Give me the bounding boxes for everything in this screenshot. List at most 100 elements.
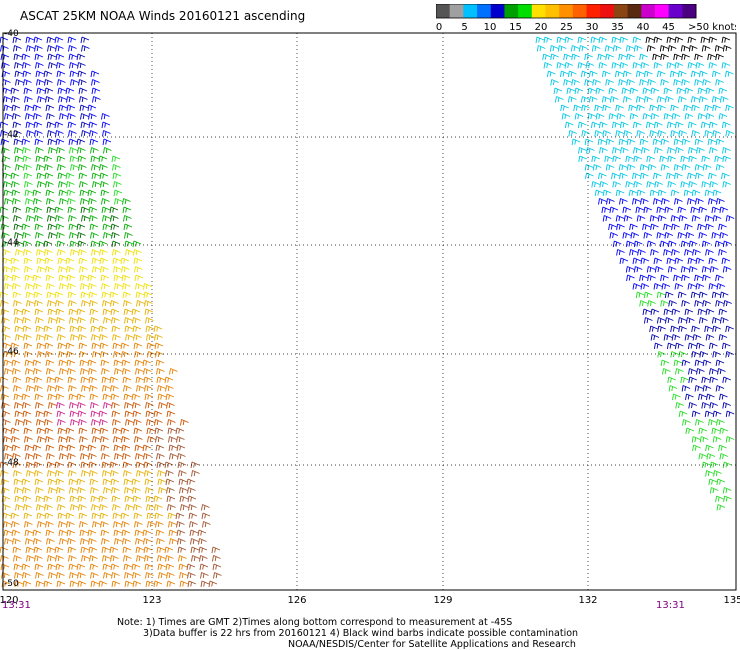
wind-barb: [132, 325, 142, 333]
wind-barb-stroke: [700, 121, 710, 129]
wind-barb: [46, 368, 55, 375]
wind-barb: [45, 274, 55, 282]
wind-barb: [13, 478, 23, 486]
wind-barb: [57, 334, 66, 341]
wind-barb-stroke: [135, 368, 144, 375]
wind-barb: [626, 274, 635, 282]
wind-barb: [91, 87, 101, 95]
wind-barb: [69, 487, 78, 494]
wind-barb: [619, 121, 629, 129]
wind-barb: [0, 478, 10, 486]
wind-barb: [144, 393, 154, 401]
wind-barb: [67, 546, 77, 554]
wind-barb-stroke: [58, 436, 67, 443]
wind-barb: [47, 385, 56, 392]
wind-barb: [699, 351, 708, 358]
wind-barb-stroke: [55, 130, 64, 137]
wind-barb-stroke: [705, 308, 715, 316]
wind-barb: [725, 130, 734, 137]
wind-barb: [559, 70, 569, 78]
wind-barb: [77, 402, 86, 409]
wind-barb: [135, 368, 144, 375]
wind-barb: [78, 249, 87, 256]
wind-barb: [691, 325, 700, 333]
wind-barb-stroke: [91, 512, 101, 520]
wind-barb-stroke: [11, 266, 20, 273]
wind-barb: [690, 70, 700, 78]
wind-barb: [123, 555, 132, 562]
wind-barb: [157, 563, 167, 571]
wind-barb-stroke: [561, 113, 571, 120]
wind-barb-stroke: [664, 206, 674, 214]
wind-barb-stroke: [125, 419, 134, 426]
wind-barb: [36, 164, 45, 171]
wind-barb-stroke: [26, 130, 35, 137]
wind-barb-stroke: [602, 130, 611, 137]
wind-barb: [653, 198, 662, 205]
wind-barb-stroke: [591, 45, 601, 52]
wind-barb-stroke: [102, 138, 112, 146]
wind-barb: [32, 529, 42, 537]
wind-barb-stroke: [68, 555, 77, 562]
wind-barb-stroke: [168, 529, 178, 537]
wind-barb: [69, 155, 79, 163]
wind-barb-stroke: [109, 546, 119, 554]
wind-barb: [68, 478, 78, 486]
wind-barb: [650, 223, 659, 231]
wind-barb-stroke: [635, 206, 645, 214]
wind-barb: [101, 206, 111, 214]
wind-barb-stroke: [68, 393, 78, 401]
wind-barb-stroke: [674, 283, 684, 290]
wind-barb-stroke: [103, 232, 112, 239]
note-line-2: 3)Data buffer is 22 hrs from 20160121 4)…: [143, 628, 579, 639]
wind-barb: [543, 36, 553, 44]
wind-barb-stroke: [122, 291, 132, 299]
colorbar-label: 5: [461, 22, 467, 32]
wind-barb: [132, 402, 141, 409]
wind-barb-stroke: [102, 555, 111, 562]
wind-barb: [135, 283, 144, 290]
wind-barb-stroke: [78, 172, 88, 180]
wind-barb-stroke: [691, 189, 701, 197]
wind-barb-stroke: [4, 368, 13, 375]
wind-barb: [58, 444, 68, 452]
wind-barb-stroke: [21, 53, 31, 61]
wind-barb: [100, 266, 109, 273]
wind-barb-stroke: [114, 453, 123, 460]
wind-barb: [23, 87, 33, 95]
wind-barb-stroke: [112, 257, 122, 265]
wind-barb: [715, 53, 724, 61]
wind-barb: [88, 291, 98, 299]
wind-barb-stroke: [36, 419, 45, 426]
wind-barb-stroke: [687, 198, 696, 205]
wind-barb-stroke: [66, 521, 75, 528]
wind-barb-stroke: [112, 427, 122, 435]
wind-barb: [68, 563, 78, 571]
wind-barb-stroke: [24, 274, 34, 282]
wind-barb: [671, 334, 681, 341]
wind-barb: [625, 181, 634, 188]
wind-barb-stroke: [87, 274, 97, 282]
wind-barb: [622, 206, 632, 214]
wind-barb: [122, 538, 131, 545]
wind-barb-stroke: [619, 36, 629, 44]
wind-barb-stroke: [110, 478, 120, 486]
wind-barb: [660, 300, 669, 307]
wind-barb-stroke: [57, 342, 67, 350]
wind-barb: [705, 87, 715, 95]
wind-barb-stroke: [66, 359, 76, 367]
wind-barb: [718, 113, 728, 120]
wind-barb-stroke: [717, 368, 726, 375]
wind-barb-stroke: [153, 325, 163, 333]
wind-barb-stroke: [101, 376, 111, 384]
wind-barb: [22, 240, 32, 248]
wind-barb-stroke: [566, 87, 576, 95]
wind-barb-stroke: [132, 402, 141, 409]
wind-barb: [169, 368, 178, 375]
wind-barb: [680, 376, 689, 384]
wind-barb-stroke: [177, 538, 186, 545]
wind-barb: [32, 444, 42, 452]
wind-barb: [112, 164, 121, 171]
wind-barb: [65, 257, 75, 265]
wind-barb: [23, 427, 33, 435]
